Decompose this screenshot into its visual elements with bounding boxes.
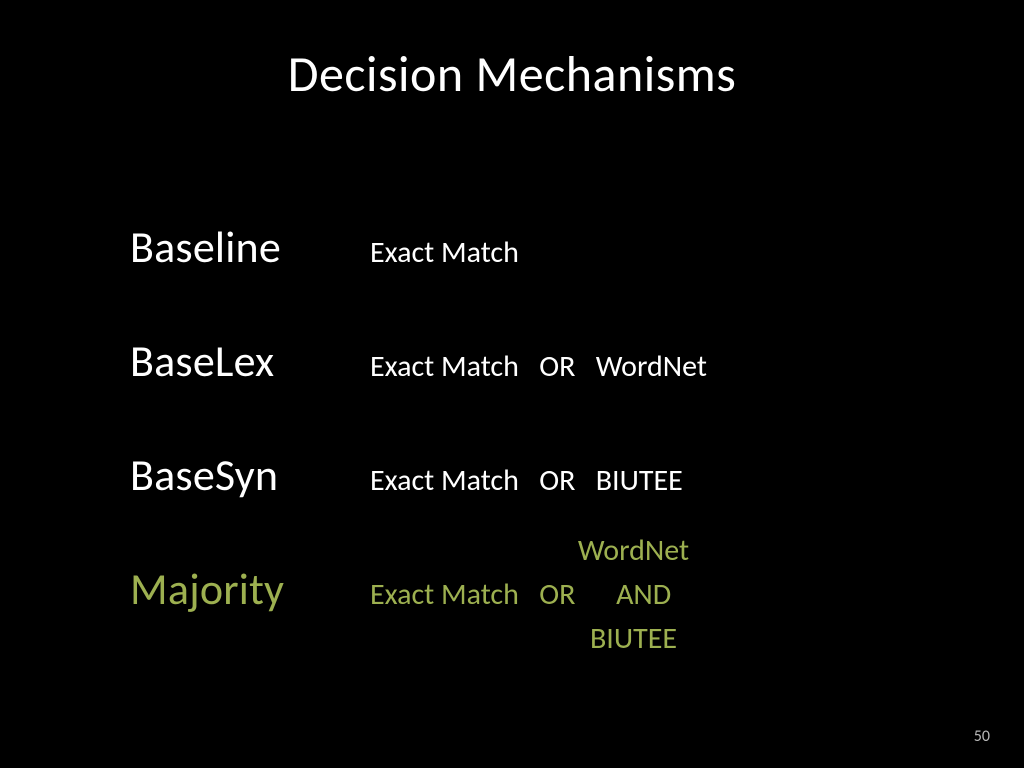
baselex-d2: OR [519, 348, 596, 385]
row-baseline: Baseline Exact Match [130, 220, 930, 274]
majority-stack-top: WordNet [578, 532, 689, 569]
desc-baseline: Exact Match [370, 234, 519, 271]
desc-basesyn: Exact Match OR BIUTEE [370, 462, 683, 499]
label-baseline: Baseline [130, 220, 370, 274]
basesyn-d2: OR [519, 462, 596, 499]
majority-stack: WordNet AND BIUTEE [596, 576, 672, 613]
basesyn-d1: Exact Match [370, 462, 519, 499]
label-basesyn: BaseSyn [130, 448, 370, 502]
majority-stack-bottom: BIUTEE [590, 620, 677, 657]
baselex-d1: Exact Match [370, 348, 519, 385]
row-majority: Majority Exact Match OR WordNet AND BIUT… [130, 562, 930, 616]
page-number: 50 [974, 727, 990, 746]
majority-stack-mid: AND [596, 576, 672, 613]
desc-baselex: Exact Match OR WordNet [370, 348, 707, 385]
row-baselex: BaseLex Exact Match OR WordNet [130, 334, 930, 388]
slide: Decision Mechanisms Baseline Exact Match… [0, 0, 1024, 768]
slide-title: Decision Mechanisms [0, 44, 1024, 105]
majority-d2: OR [519, 576, 596, 613]
majority-d1: Exact Match [370, 576, 519, 613]
baselex-d3: WordNet [596, 348, 707, 385]
desc-majority: Exact Match OR WordNet AND BIUTEE [370, 576, 671, 613]
baseline-d1: Exact Match [370, 234, 519, 271]
content-block: Baseline Exact Match BaseLex Exact Match… [130, 220, 930, 616]
row-basesyn: BaseSyn Exact Match OR BIUTEE [130, 448, 930, 502]
label-baselex: BaseLex [130, 334, 370, 388]
label-majority: Majority [130, 562, 370, 616]
basesyn-d3: BIUTEE [596, 462, 683, 499]
